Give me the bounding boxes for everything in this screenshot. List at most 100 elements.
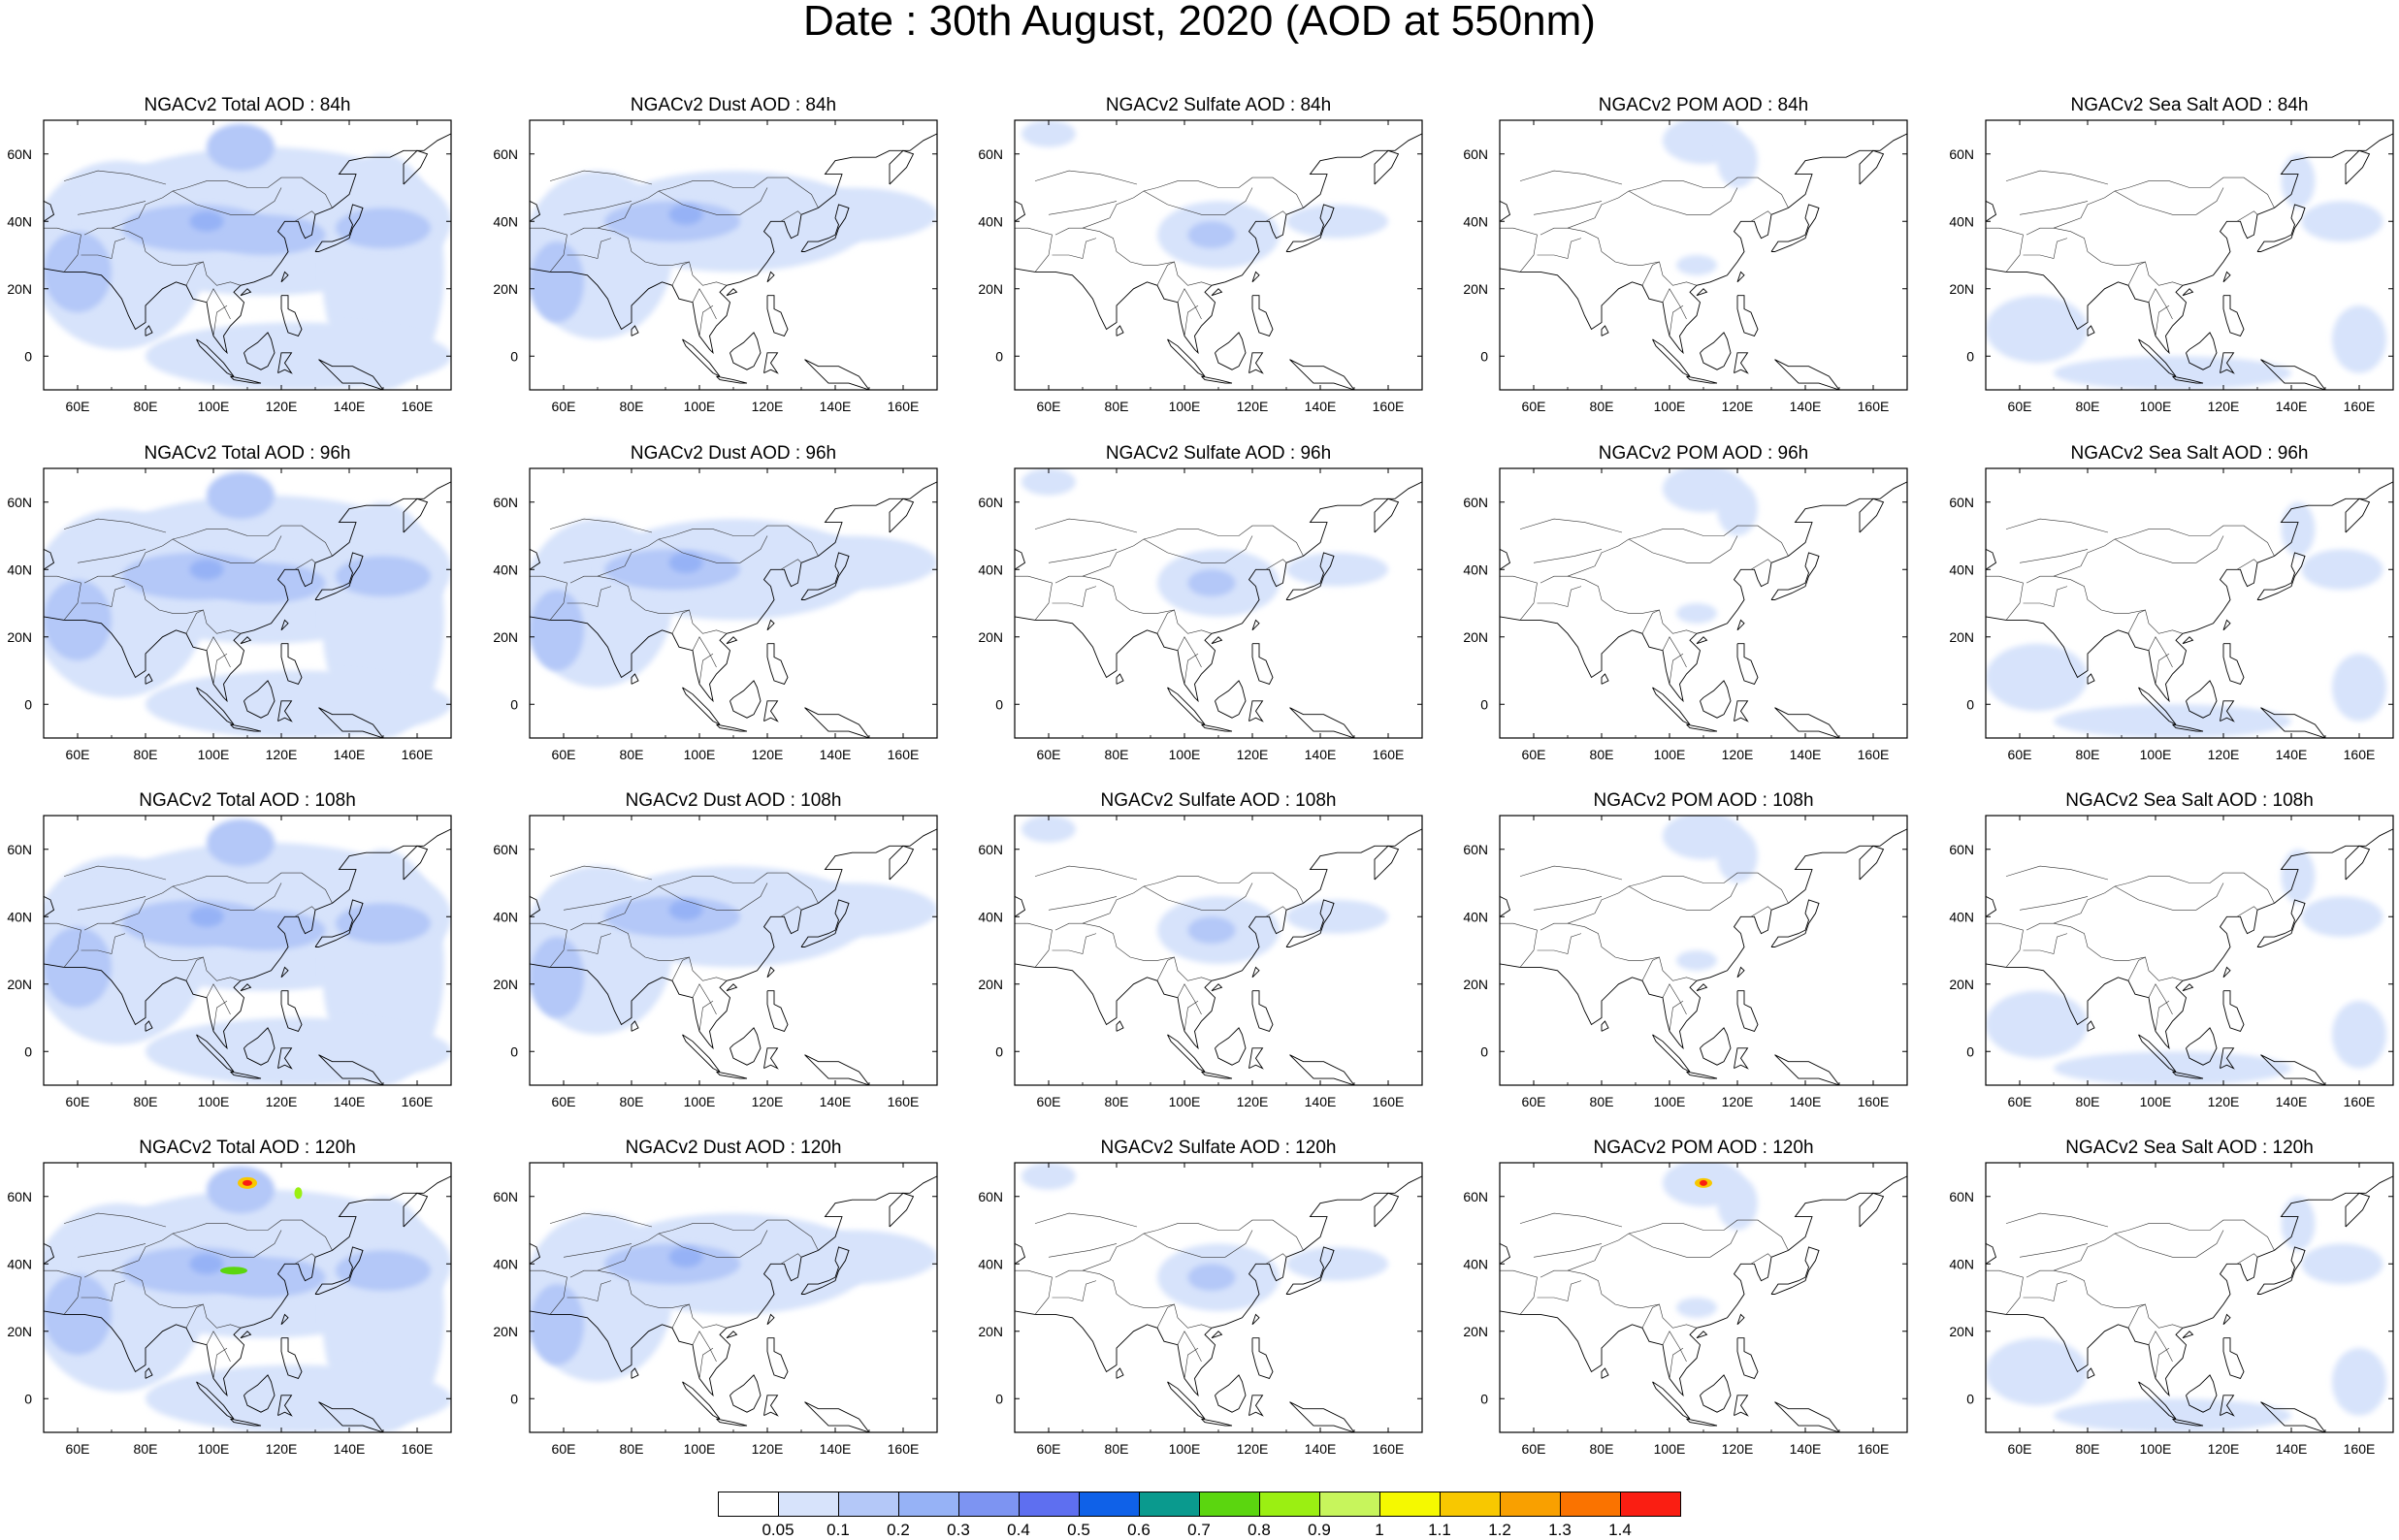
aod-patch [146, 670, 451, 738]
aod-field [1021, 1163, 1388, 1311]
coastlines [1500, 828, 1907, 1085]
map-panel-pom-120h: 60E 80E 100E 120E 140E 160E 60N 40N 20N 0 NGACv2 P… [1463, 1138, 1908, 1457]
map-panel-seasalt-96h: 60E 80E 100E 120E 140E 160E 60N 40N 20N 0 NGACv2 S… [1949, 443, 2394, 762]
lon-tick-label: 100E [198, 747, 230, 762]
lat-tick-label: 0 [1480, 1043, 1488, 1059]
aod-patch [2301, 201, 2383, 242]
lat-tick-label: 40N [493, 909, 518, 924]
map-panel-sulfate-84h: 60E 80E 100E 120E 140E 160E 60N 40N 20N 0 NGACv2 S… [978, 95, 1423, 414]
coastlines [1500, 1175, 1907, 1432]
lon-tick-label: 160E [1373, 1094, 1405, 1109]
aod-field [1986, 1196, 2386, 1432]
lon-tick-label: 160E [402, 747, 434, 762]
aod-hotspot [294, 1187, 303, 1200]
aod-hotspot [220, 1267, 247, 1275]
lon-tick-label: 60E [1037, 747, 1061, 762]
aod-field [44, 471, 451, 738]
lat-tick-label: 40N [978, 1256, 1003, 1271]
aod-field [1021, 120, 1388, 269]
map-panel-seasalt-108h: 60E 80E 100E 120E 140E 160E 60N 40N 20N 0 NGACv2 S… [1949, 790, 2394, 1109]
colorbar-swatch [778, 1492, 839, 1517]
lon-tick-label: 80E [134, 1441, 158, 1457]
country-borders [1500, 865, 1789, 1032]
lon-tick-label: 60E [552, 1441, 576, 1457]
lat-tick-label: 20N [7, 281, 32, 297]
colorbar-swatch [1199, 1492, 1260, 1517]
lon-tick-label: 160E [402, 399, 434, 414]
lon-tick-label: 120E [752, 747, 784, 762]
aod-patch [1286, 1246, 1388, 1281]
panel-title: NGACv2 Sea Salt AOD : 108h [2065, 790, 2314, 811]
country-borders [1015, 170, 1304, 337]
lon-tick-label: 140E [1305, 1094, 1337, 1109]
lat-tick-label: 60N [1949, 842, 1974, 857]
aod-patch [207, 818, 275, 867]
lon-tick-label: 160E [2344, 399, 2376, 414]
panel-title: NGACv2 Dust AOD : 120h [626, 1138, 842, 1158]
map-panel-total-84h: 60E 80E 100E 120E 140E 160E 60N 40N 20N 0 NGACv2 T… [7, 95, 452, 414]
aod-patch [1021, 120, 1076, 147]
lat-tick-label: 60N [978, 1189, 1003, 1204]
colorbar-swatch [1440, 1492, 1501, 1517]
coastlines [530, 828, 937, 1085]
aod-field [1986, 849, 2386, 1085]
map-panel-sulfate-120h: 60E 80E 100E 120E 140E 160E 60N 40N 20N 0 NGACv2 S… [978, 1138, 1423, 1457]
lon-tick-label: 140E [1305, 747, 1337, 762]
lon-tick-label: 140E [1305, 1441, 1337, 1457]
aod-patch [2281, 849, 2316, 904]
lon-tick-label: 100E [1654, 1094, 1686, 1109]
panel-title: NGACv2 Total AOD : 84h [145, 95, 351, 115]
aod-hotspot [1700, 1179, 1707, 1186]
lon-tick-label: 80E [1590, 747, 1614, 762]
lon-tick-label: 160E [888, 747, 920, 762]
lat-tick-label: 0 [24, 348, 32, 364]
lat-tick-label: 0 [1480, 696, 1488, 712]
lon-tick-label: 60E [66, 1094, 90, 1109]
country-borders [1986, 865, 2275, 1032]
coastlines [44, 481, 451, 738]
panel-title: NGACv2 POM AOD : 84h [1599, 95, 1808, 115]
lon-tick-label: 80E [134, 1094, 158, 1109]
lat-tick-label: 0 [995, 1391, 1003, 1406]
coastlines [1015, 1175, 1422, 1432]
lon-tick-label: 120E [752, 1441, 784, 1457]
lon-tick-label: 160E [1373, 1441, 1405, 1457]
aod-field [530, 866, 937, 1035]
lon-tick-label: 60E [66, 1441, 90, 1457]
lon-tick-label: 100E [1654, 399, 1686, 414]
lon-tick-label: 100E [1169, 1094, 1201, 1109]
aod-patch [146, 1017, 451, 1085]
lat-tick-label: 60N [1949, 495, 1974, 510]
aod-patch [767, 882, 937, 938]
lat-tick-label: 60N [978, 842, 1003, 857]
map-background [1500, 816, 1907, 1085]
aod-patch [146, 322, 451, 390]
aod-field [1663, 120, 1758, 275]
aod-patch [1986, 990, 2088, 1059]
aod-patch [1187, 569, 1236, 597]
lat-tick-label: 40N [1949, 561, 1974, 577]
lon-tick-label: 140E [2276, 747, 2308, 762]
lon-tick-label: 160E [2344, 1094, 2376, 1109]
map-background [1500, 468, 1907, 738]
lat-tick-label: 20N [493, 1324, 518, 1339]
coastlines [1015, 828, 1422, 1085]
lat-tick-label: 60N [493, 1189, 518, 1204]
aod-patch [203, 910, 326, 950]
aod-patch [2332, 305, 2386, 373]
panel-title: NGACv2 Sulfate AOD : 84h [1106, 95, 1331, 115]
aod-patch [530, 241, 584, 323]
aod-patch [1187, 916, 1236, 945]
lat-tick-label: 0 [1966, 696, 1974, 712]
aod-patch [668, 899, 703, 920]
lat-tick-label: 40N [7, 909, 32, 924]
aod-patch [668, 1246, 703, 1267]
aod-patch [2301, 1243, 2383, 1285]
lat-tick-label: 20N [1949, 281, 1974, 297]
lat-tick-label: 20N [7, 1324, 32, 1339]
map-panel-sulfate-96h: 60E 80E 100E 120E 140E 160E 60N 40N 20N 0 NGACv2 S… [978, 443, 1423, 762]
lat-tick-label: 0 [24, 1391, 32, 1406]
lon-tick-label: 140E [1790, 1441, 1822, 1457]
aod-patch [1187, 1264, 1236, 1292]
lon-tick-label: 120E [1237, 1441, 1269, 1457]
